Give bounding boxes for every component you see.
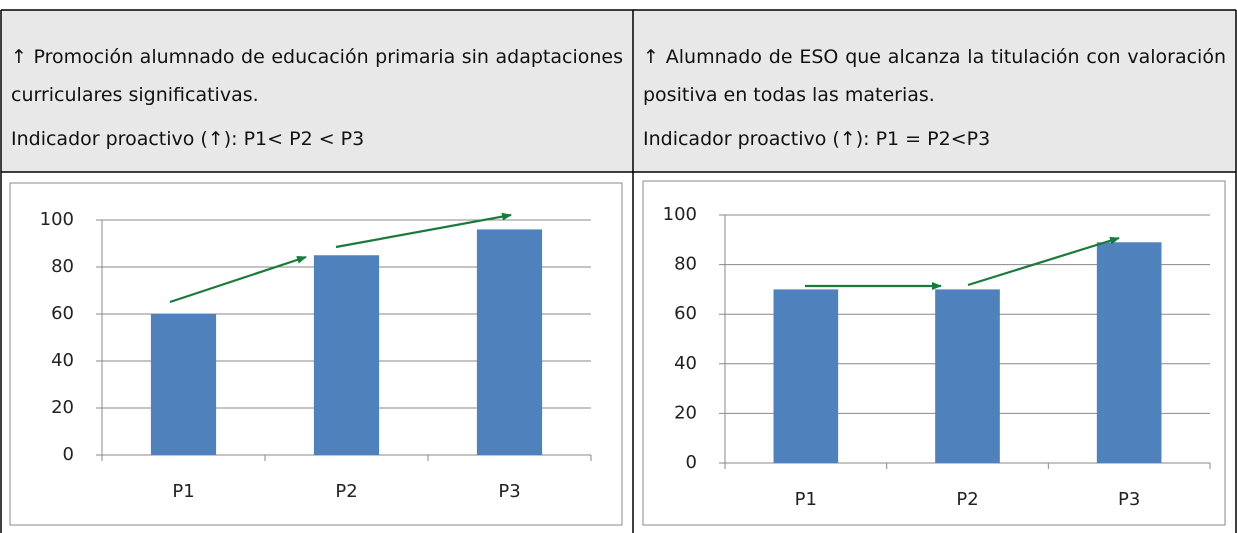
y-tick-label: 100 [663,204,697,225]
x-tick-label: P1 [795,489,817,510]
y-tick-label: 40 [674,353,697,374]
x-tick-label: P3 [1118,489,1140,510]
table-borders [0,9,1237,533]
indicator: Indicador proactivo (↑): P1 = P2<P3 [643,128,991,150]
y-tick-label: 0 [686,452,697,473]
y-tick-label: 100 [40,209,74,230]
chart-frame [642,180,1226,526]
x-tick-label: P2 [335,481,357,502]
bar [1096,242,1162,463]
bar [313,255,380,455]
y-tick-label: 60 [51,303,74,324]
x-tick-label: P2 [956,489,978,510]
trend-arrow [169,255,307,304]
indicator: Indicador proactivo (↑): P1< P2 < P3 [11,128,365,150]
header-text: ↑ Alumnado de ESO que alcanza la titulac… [643,46,1226,106]
y-tick-label: 20 [674,402,697,423]
header-cell: ↑ Alumnado de ESO que alcanza la titulac… [633,10,1236,172]
trend-arrow [335,212,512,249]
y-tick-label: 40 [51,350,74,371]
y-tick-label: 60 [674,303,697,324]
trend-arrow [967,236,1120,287]
header-text: ↑ Promoción alumnado de educación primar… [11,46,623,106]
bar [773,289,839,463]
chart-frame [9,182,623,526]
bar [476,229,543,455]
y-tick-label: 0 [63,444,74,465]
y-tick-label: 20 [51,397,74,418]
x-tick-label: P3 [498,481,520,502]
bar [935,289,1000,463]
bar [150,314,217,455]
trend-arrows [169,212,1120,304]
header-cell: ↑ Promoción alumnado de educación primar… [1,10,633,172]
y-tick-label: 80 [51,256,74,277]
x-tick-label: P1 [172,481,194,502]
y-tick-label: 80 [674,254,697,275]
